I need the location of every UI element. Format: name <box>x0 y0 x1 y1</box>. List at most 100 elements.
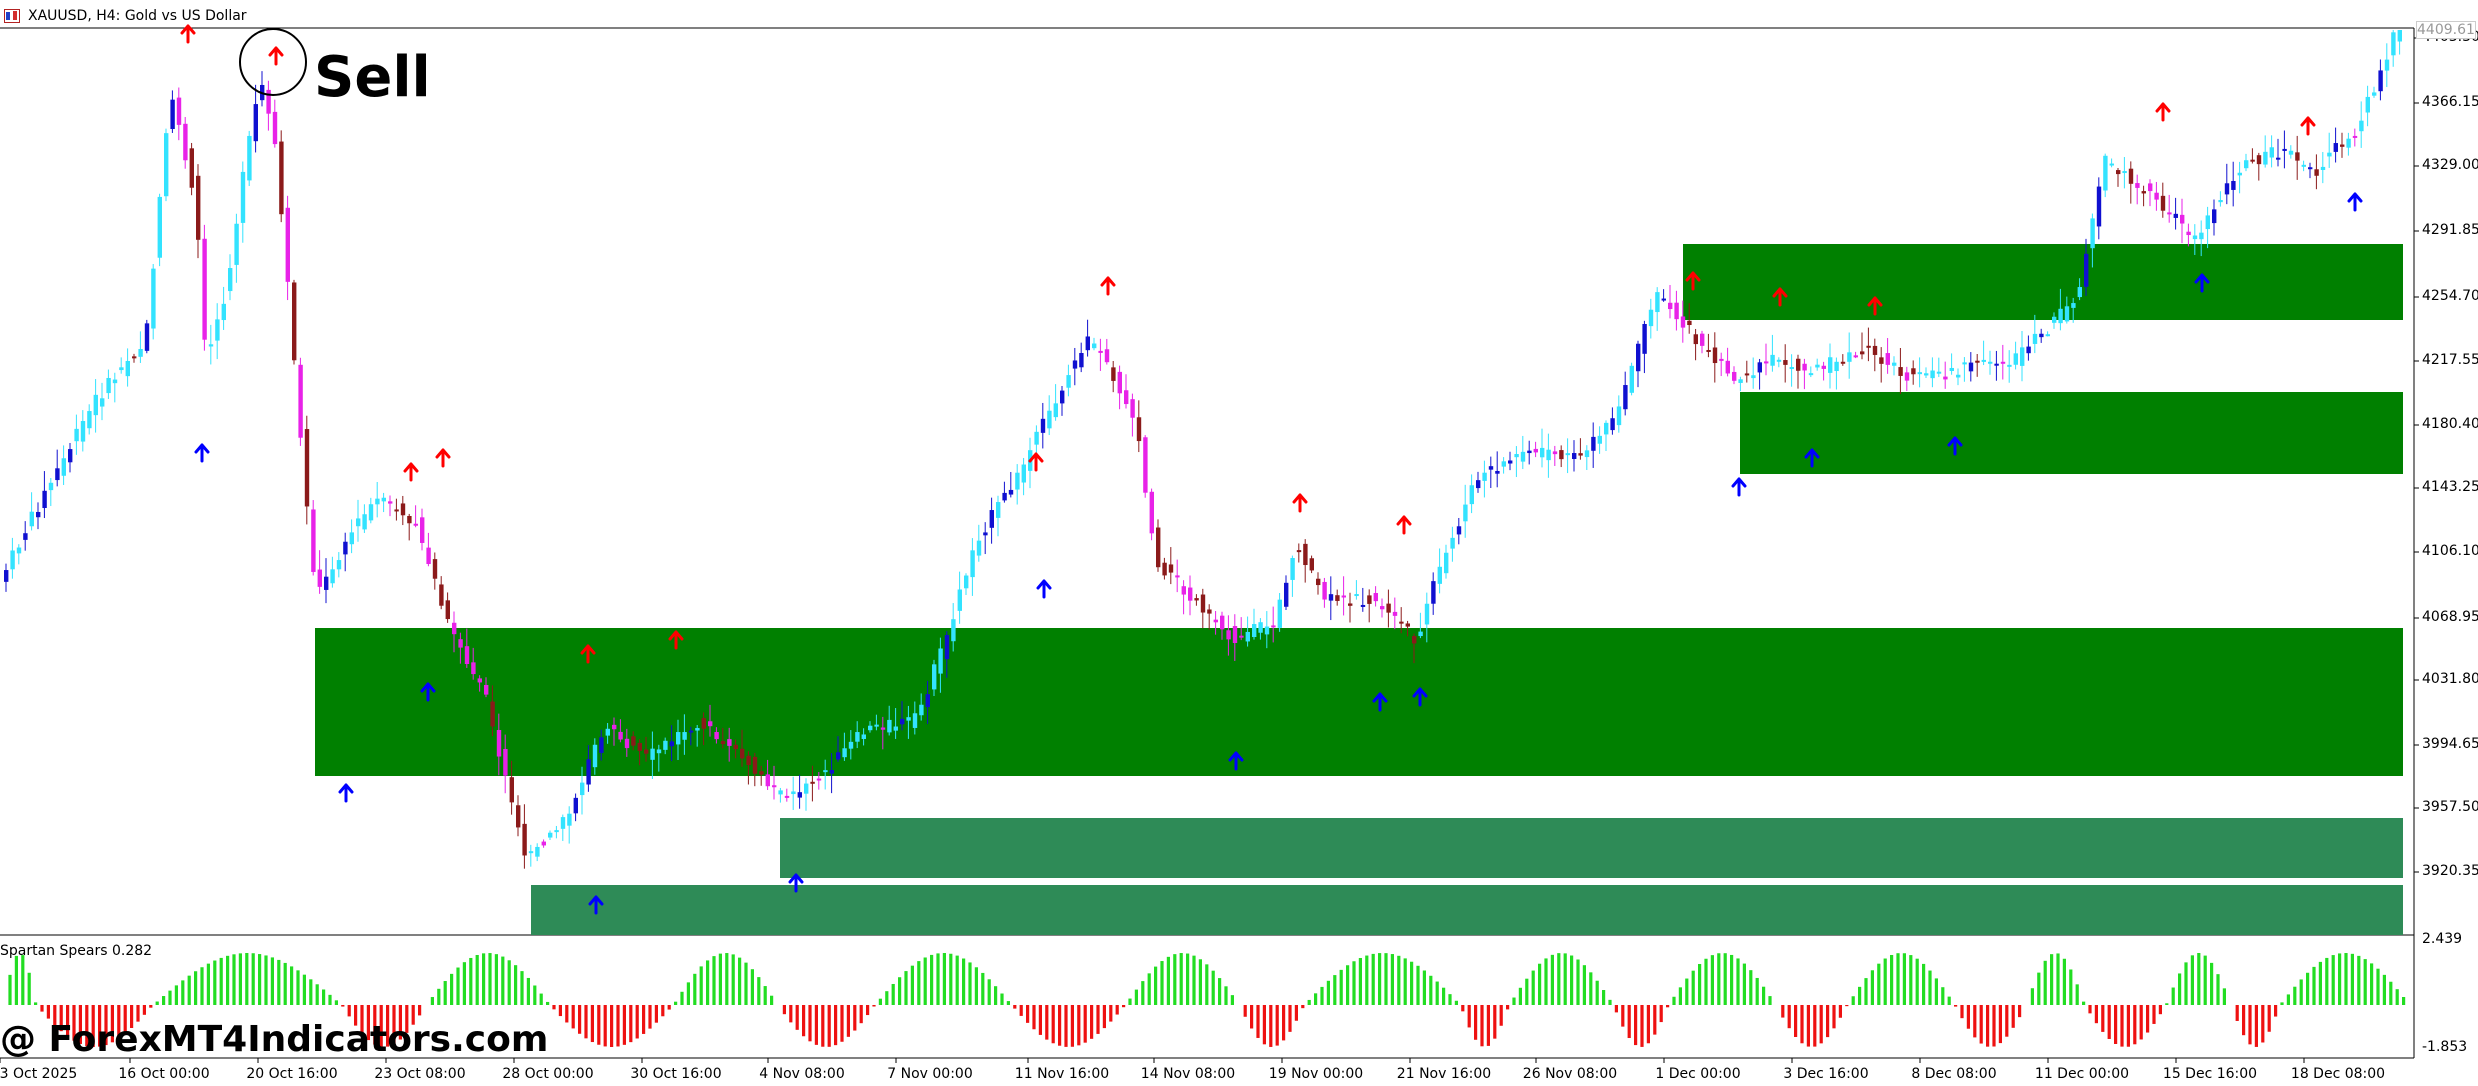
sell-arrow-icon <box>403 462 419 482</box>
candle <box>426 547 431 565</box>
candle <box>68 449 73 463</box>
histogram-bar <box>725 953 729 1005</box>
histogram-bar <box>706 960 710 1005</box>
candle <box>1252 624 1257 638</box>
histogram-bar <box>942 953 946 1005</box>
histogram-bar <box>712 956 716 1005</box>
histogram-bar <box>1045 1005 1049 1040</box>
candle <box>1956 374 1961 378</box>
candle <box>2128 168 2134 184</box>
histogram-bar <box>923 957 927 1005</box>
price-axis-label: 4291.85 <box>2422 222 2478 238</box>
candle <box>1296 550 1302 553</box>
candle <box>1821 365 1826 369</box>
histogram-bar <box>1416 965 1420 1005</box>
candle <box>1623 385 1628 410</box>
histogram-bar <box>187 975 191 1005</box>
candle <box>1994 363 1999 366</box>
histogram-bar <box>1378 953 1382 1005</box>
candle <box>439 584 444 606</box>
candle <box>1770 354 1775 366</box>
histogram-bar <box>1314 993 1318 1005</box>
candle <box>413 523 418 526</box>
candle <box>1392 611 1398 616</box>
price-axis-label: 4329.00 <box>2422 157 2478 173</box>
candle <box>989 510 994 528</box>
candle <box>919 704 924 716</box>
candle <box>1194 598 1199 601</box>
histogram-bar <box>450 973 454 1005</box>
histogram-bar <box>546 1001 550 1005</box>
candle <box>55 468 60 481</box>
candle <box>279 141 284 215</box>
zone-rect <box>1740 392 2403 474</box>
candle <box>1053 403 1058 418</box>
buy-arrow-icon <box>2194 273 2210 293</box>
histogram-bar <box>232 954 236 1005</box>
buy-arrow-icon <box>338 783 354 803</box>
candle <box>1700 333 1705 346</box>
histogram-bar <box>1941 987 1945 1005</box>
candle <box>976 540 982 556</box>
candle <box>1738 379 1743 383</box>
candle <box>362 514 367 530</box>
buy-arrow-icon <box>1804 448 1820 468</box>
histogram-bar <box>571 1005 575 1029</box>
histogram-bar <box>1346 965 1350 1005</box>
price-axis-label: 4031.80 <box>2422 671 2478 687</box>
histogram-bar <box>2325 957 2329 1005</box>
histogram-bar <box>808 1005 812 1042</box>
sell-annotation-label: Sell <box>314 45 431 110</box>
histogram-bar <box>1282 1005 1286 1041</box>
histogram-bar <box>1326 980 1330 1005</box>
histogram-bar <box>1365 955 1369 1005</box>
candle <box>484 684 489 695</box>
histogram-bar <box>1589 972 1593 1005</box>
zone-rect <box>315 628 2403 776</box>
histogram-bar <box>443 981 447 1005</box>
candle <box>2256 155 2262 165</box>
histogram-bar <box>2357 955 2361 1005</box>
histogram-bar <box>2203 955 2207 1005</box>
sell-arrow-icon <box>2300 116 2316 136</box>
histogram-bar <box>1358 958 1362 1005</box>
histogram-bar <box>834 1005 838 1046</box>
histogram-bar <box>2030 988 2034 1005</box>
candle <box>1277 599 1282 628</box>
histogram-bar <box>1186 953 1190 1005</box>
histogram-bar <box>2133 1005 2137 1045</box>
histogram-bar <box>1352 961 1356 1005</box>
candle <box>1360 604 1366 607</box>
candle <box>1181 586 1186 595</box>
histogram-bar <box>341 1005 345 1007</box>
histogram-bar <box>430 997 434 1005</box>
candle <box>727 739 732 746</box>
price-axis-label: 4254.70 <box>2422 288 2478 304</box>
candle <box>816 778 822 781</box>
histogram-bar <box>2114 1005 2118 1044</box>
histogram-bar <box>1320 986 1324 1005</box>
histogram-bar <box>1518 987 1522 1005</box>
histogram-bar <box>2075 984 2079 1005</box>
histogram-bar <box>2158 1005 2162 1015</box>
price-axis-label: 3920.35 <box>2422 863 2478 879</box>
candle <box>1866 345 1871 348</box>
candle <box>784 795 790 798</box>
sell-arrow-icon <box>1292 493 1308 513</box>
candle <box>228 268 233 292</box>
histogram-bar <box>1864 978 1868 1005</box>
histogram-bar <box>322 989 326 1005</box>
candle <box>202 238 207 340</box>
candle <box>1725 360 1730 374</box>
candle <box>1533 448 1538 453</box>
candle <box>1744 373 1750 376</box>
price-axis-label: 4143.25 <box>2422 479 2478 495</box>
histogram-bar <box>501 956 505 1005</box>
histogram-bar <box>136 1005 140 1022</box>
histogram-bar <box>2312 966 2316 1005</box>
time-axis-label: 16 Oct 00:00 <box>118 1066 210 1082</box>
histogram-bar <box>1160 961 1164 1005</box>
histogram-bar <box>1890 954 1894 1005</box>
candle <box>957 589 962 611</box>
